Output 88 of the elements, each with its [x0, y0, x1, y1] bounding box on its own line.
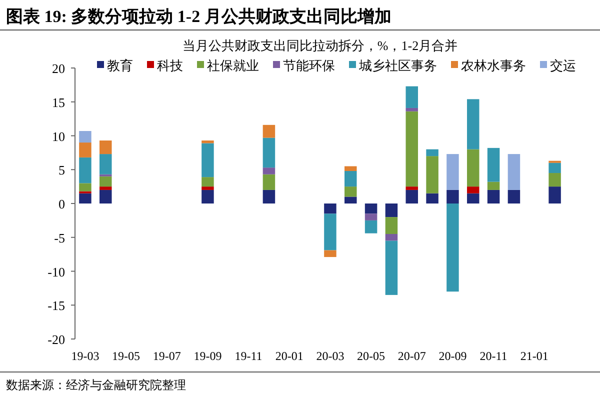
- bar: [426, 156, 438, 194]
- bar: [467, 193, 480, 204]
- bar: [79, 183, 92, 192]
- bar: [79, 193, 92, 204]
- bar: [364, 214, 378, 220]
- bar: [446, 204, 459, 292]
- x-tick-label: 20-07: [398, 349, 426, 363]
- y-tick-label: 15: [52, 94, 65, 110]
- y-tick-label: -15: [48, 298, 65, 314]
- bar: [385, 240, 398, 295]
- bar: [344, 196, 357, 204]
- x-tick-label: 21-01: [520, 349, 548, 363]
- chart-title: 图表 19: 多数分项拉动 1-2 月公共财政支出同比增加: [6, 7, 392, 26]
- bar: [548, 186, 561, 204]
- y-tick-label: 20: [52, 61, 65, 76]
- legend-label: 科技: [157, 58, 183, 73]
- x-tick-label: 19-07: [152, 349, 181, 363]
- bar: [406, 111, 418, 187]
- bar: [262, 190, 276, 204]
- bar: [202, 186, 214, 190]
- bar: [324, 214, 336, 250]
- bar: [100, 186, 112, 190]
- bar: [202, 190, 214, 204]
- bar: [262, 138, 276, 168]
- bar: [487, 182, 500, 190]
- bar: [324, 250, 336, 258]
- y-tick-label: -5: [54, 230, 65, 246]
- bar: [324, 204, 336, 214]
- x-tick-label: 20-11: [480, 349, 508, 363]
- y-tick-label: 0: [58, 196, 65, 212]
- bar: [79, 157, 92, 184]
- legend-label: 节能环保: [283, 58, 335, 73]
- bar: [262, 168, 276, 174]
- bar: [344, 166, 357, 171]
- y-tick-label: 5: [58, 162, 65, 178]
- bar: [385, 204, 398, 218]
- bar: [202, 143, 214, 178]
- x-tick-label: 19-09: [194, 349, 222, 363]
- legend-label: 教育: [107, 58, 133, 73]
- bar: [364, 220, 378, 234]
- bar: [467, 186, 480, 194]
- x-tick-label: 19-11: [234, 349, 262, 363]
- bar: [344, 186, 357, 197]
- bar: [79, 142, 92, 158]
- x-tick-label: 19-05: [112, 349, 140, 363]
- bar: [548, 173, 561, 187]
- x-tick-label: 20-05: [357, 349, 386, 363]
- legend-label: 社保就业: [207, 58, 259, 73]
- bar: [385, 217, 398, 234]
- bar: [426, 193, 438, 204]
- bar: [262, 174, 276, 190]
- chart-subtitle: 当月公共财政支出同比拉动拆分，%，1-2月合并: [182, 38, 458, 53]
- source-note: 数据来源：经济与金融研究院整理: [6, 378, 186, 392]
- bar: [487, 190, 500, 204]
- bar: [364, 204, 378, 214]
- y-tick-label: -10: [48, 264, 65, 280]
- bar: [406, 186, 418, 190]
- bar: [508, 190, 520, 204]
- bar: [446, 154, 459, 190]
- bar: [487, 148, 500, 182]
- bar: [508, 154, 520, 190]
- bar: [426, 149, 438, 156]
- bar: [406, 190, 418, 204]
- bar: [385, 234, 398, 241]
- bar: [100, 140, 112, 154]
- bar: [467, 99, 480, 150]
- y-tick-label: -20: [48, 332, 65, 347]
- bar: [100, 190, 112, 204]
- bar: [202, 177, 214, 187]
- x-tick-label: 20-09: [438, 349, 467, 363]
- bar: [406, 86, 418, 108]
- x-tick-label: 19-03: [71, 349, 100, 363]
- legend-label: 农林水事务: [461, 58, 526, 73]
- bar: [467, 149, 480, 187]
- bar: [548, 162, 561, 174]
- bar: [446, 190, 459, 204]
- bar: [100, 176, 112, 187]
- bar: [406, 108, 418, 112]
- x-tick-label: 20-01: [275, 349, 304, 363]
- bar: [79, 131, 92, 143]
- legend-label: 城乡社区事务: [358, 58, 437, 73]
- bar: [202, 140, 214, 144]
- bar: [100, 154, 112, 174]
- y-tick-label: 10: [52, 128, 65, 144]
- legend-label: 交运: [550, 58, 576, 73]
- bar: [344, 170, 357, 187]
- x-tick-label: 20-03: [316, 349, 344, 363]
- bar: [262, 124, 276, 138]
